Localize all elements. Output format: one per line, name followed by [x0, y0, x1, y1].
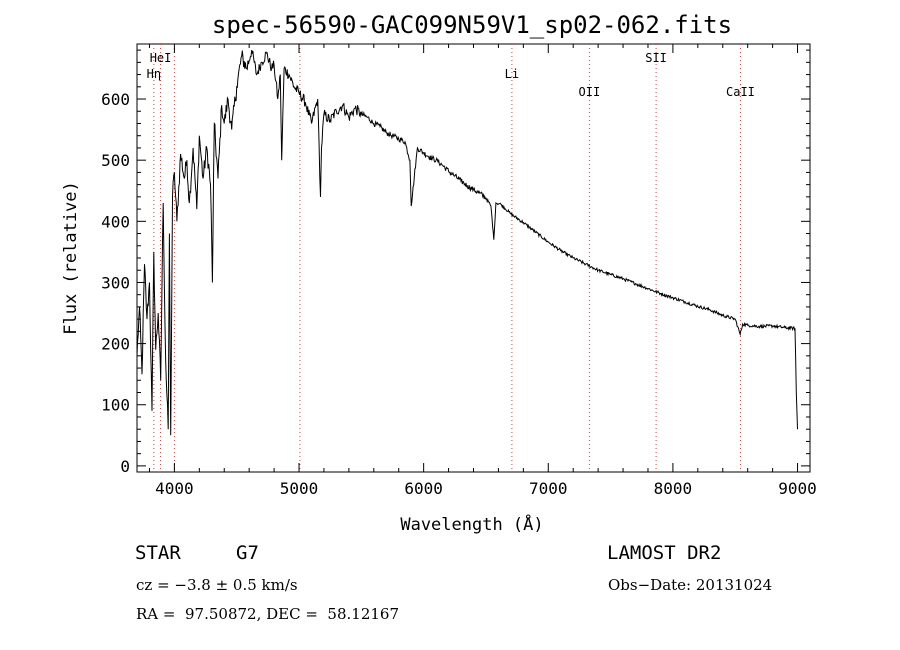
line-marker-label: OII — [579, 85, 601, 99]
y-axis-label: Flux (relative) — [61, 181, 81, 335]
line-marker-label: CaII — [726, 85, 755, 99]
obs-date: Obs−Date: 20131024 — [608, 576, 773, 594]
x-axis-ticks: 4000 5000 6000 7000 8000 9000 — [148, 44, 817, 498]
x-tick-label: 9000 — [778, 479, 817, 498]
spectrum-line — [136, 49, 798, 436]
y-tick-label: 200 — [101, 335, 130, 354]
y-tick-label: 500 — [101, 151, 130, 170]
y-axis-ticks: 0 100 200 300 400 500 600 — [101, 49, 810, 476]
x-axis-label: Wavelength (Å) — [400, 513, 543, 535]
redshift-cz: cz = −3.8 ± 0.5 km/s — [136, 576, 298, 594]
line-marker-label: Li — [505, 67, 519, 81]
x-tick-label: 8000 — [654, 479, 693, 498]
line-marker-label: Hη — [147, 67, 161, 81]
x-tick-label: 4000 — [155, 479, 194, 498]
line-marker-label: SII — [645, 51, 667, 65]
chart-title: spec-56590-GAC099N59V1_sp02-062.fits — [212, 11, 732, 39]
object-class: STAR — [135, 542, 181, 564]
survey-name: LAMOST DR2 — [607, 542, 722, 564]
y-tick-label: 400 — [101, 212, 130, 231]
y-tick-label: 300 — [101, 273, 130, 292]
object-subclass: G7 — [236, 542, 259, 564]
line-marker-label: HeI — [150, 51, 172, 65]
plot-frame — [136, 43, 811, 473]
x-tick-label: 5000 — [280, 479, 319, 498]
x-tick-label: 7000 — [529, 479, 568, 498]
ra-dec: RA = 97.50872, DEC = 58.12167 — [136, 605, 400, 623]
y-tick-label: 100 — [101, 396, 130, 415]
emission-line-markers: Hη HeI Li OII SII CaII — [147, 44, 755, 472]
y-tick-label: 0 — [120, 457, 130, 476]
x-tick-label: 6000 — [404, 479, 443, 498]
y-tick-label: 600 — [101, 90, 130, 109]
